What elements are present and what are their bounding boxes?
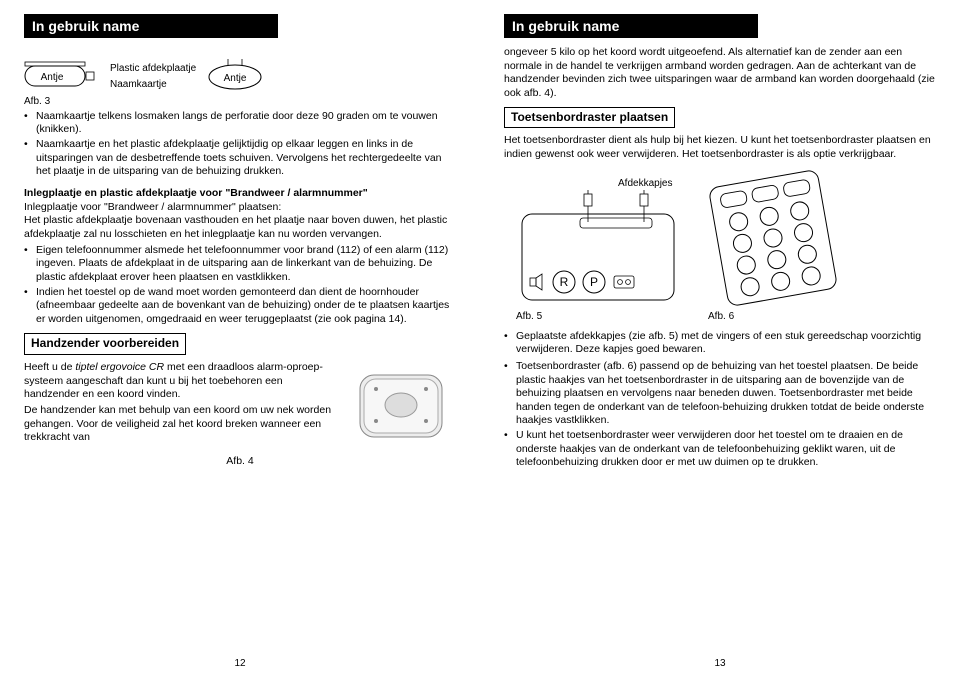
bullet-dot: • — [24, 110, 36, 137]
p-label: P — [590, 275, 598, 289]
bullet-text-line: Geplaatste afdekkapjes (zie afb. 5) met … — [516, 330, 936, 357]
naamkaartje-svg: Antje — [24, 48, 100, 88]
right-para1: ongeveer 5 kilo op het koord wordt uitge… — [504, 46, 936, 101]
diagram-left-block: Antje — [24, 48, 100, 93]
page-left: In gebruik name Antje Plastic afdekplaat… — [0, 0, 480, 674]
bullet-dot: • — [504, 360, 516, 428]
bullet-item: • Indien het toestel op de wand moet wor… — [24, 286, 456, 327]
bullet-text: U kunt het toetsenbordraster weer verwij… — [516, 429, 936, 470]
handzender-svg — [346, 361, 456, 453]
inleg-heading: Inlegplaatje en plastic afdekplaatje voo… — [24, 187, 368, 199]
bullet-dot: • — [504, 330, 516, 359]
plastic-label: Plastic afdekplaatje — [110, 61, 196, 77]
diagram-afb3: Antje Plastic afdekplaatje Naamkaartje A… — [24, 48, 456, 93]
afb5-caption: Afb. 5 — [516, 310, 680, 323]
afb3-caption: Afb. 3 — [24, 95, 456, 108]
fig6-col: Afb. 6 — [708, 168, 838, 323]
handzender-heading: Handzender voorbereiden — [24, 333, 186, 355]
page-right: In gebruik name ongeveer 5 kilo op het k… — [480, 0, 960, 674]
bullet-text: Eigen telefoonnummer alsmede het telefoo… — [36, 244, 456, 285]
bullet-dot: • — [504, 429, 516, 470]
antje-text-1: Antje — [41, 72, 64, 83]
afb6-caption: Afb. 6 — [708, 310, 838, 323]
toets-heading: Toetsenbordraster plaatsen — [504, 107, 675, 129]
page-number-left: 12 — [234, 657, 245, 670]
inleg-block: Inlegplaatje en plastic afdekplaatje voo… — [24, 187, 456, 242]
antje-oval-svg: Antje — [206, 53, 264, 93]
bullet-text: Geplaatste afdekkapjes (zie afb. 5) met … — [516, 330, 936, 359]
bullet-text: Indien het toestel op de wand moet worde… — [36, 286, 456, 327]
afdekkapjes-label: Afdekkapjes — [618, 178, 672, 189]
handzender-block: Heeft u de tiptel ergovoice CR met een d… — [24, 361, 456, 453]
bullet-text: Naamkaartje en het plastic afdekplaatje … — [36, 138, 456, 179]
page-number-right: 13 — [714, 657, 725, 670]
afb5-svg: Afdekkapjes R — [516, 168, 680, 308]
hz-p1i: tiptel ergovoice CR — [75, 361, 164, 373]
naam-label: Naamkaartje — [110, 77, 196, 93]
bullet-dot: • — [24, 244, 36, 285]
bullet-item: • Toetsenbordraster (afb. 6) passend op … — [504, 360, 936, 428]
page-title-left: In gebruik name — [24, 14, 278, 38]
fig5-col: Afdekkapjes R — [516, 168, 680, 323]
bullet-item: • Naamkaartje telkens losmaken langs de … — [24, 110, 456, 137]
page-title-right: In gebruik name — [504, 14, 758, 38]
bullet-text: Naamkaartje telkens losmaken langs de pe… — [36, 110, 456, 137]
inleg-para: Inlegplaatje voor "Brandweer / alarmnumm… — [24, 201, 447, 240]
bullet-text: Toetsenbordraster (afb. 6) passend op de… — [516, 360, 936, 428]
bullet-item: • Eigen telefoonnummer alsmede het telef… — [24, 244, 456, 285]
figures-row: Afdekkapjes R — [516, 168, 936, 323]
bullet-item: • Naamkaartje en het plastic afdekplaatj… — [24, 138, 456, 179]
document-spread: In gebruik name Antje Plastic afdekplaat… — [0, 0, 960, 674]
bullet-item: • Geplaatste afdekkapjes (zie afb. 5) me… — [504, 330, 936, 359]
afb6-svg — [708, 168, 838, 308]
toets-para: Het toetsenbordraster dient als hulp bij… — [504, 134, 936, 161]
bullet-dot: • — [24, 286, 36, 327]
r-label: R — [560, 275, 569, 289]
diagram-labels: Plastic afdekplaatje Naamkaartje — [110, 61, 196, 93]
hz-p1a: Heeft u de — [24, 361, 75, 373]
bullet-item: • U kunt het toetsenbordraster weer verw… — [504, 429, 936, 470]
afb4-caption: Afb. 4 — [24, 455, 456, 469]
antje-text-2: Antje — [224, 73, 247, 84]
bullet-dot: • — [24, 138, 36, 179]
